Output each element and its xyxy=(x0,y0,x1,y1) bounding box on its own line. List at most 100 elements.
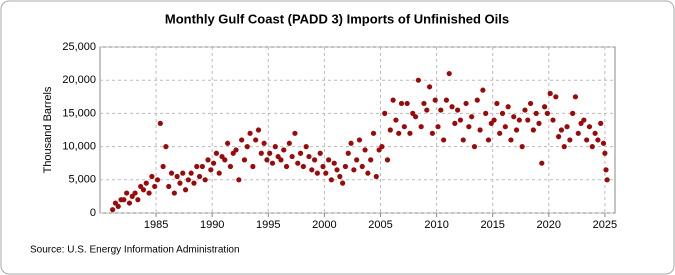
data-point xyxy=(334,167,340,173)
data-point xyxy=(188,170,194,176)
data-point xyxy=(272,144,278,150)
data-point xyxy=(283,163,290,170)
x-tick-label: 2020 xyxy=(537,219,561,231)
data-point xyxy=(544,110,550,116)
data-point xyxy=(289,153,295,160)
data-point xyxy=(345,150,351,156)
data-point xyxy=(143,180,149,186)
data-point xyxy=(477,127,483,133)
data-point xyxy=(536,120,542,126)
data-point xyxy=(300,163,306,170)
data-point xyxy=(255,127,262,133)
data-point xyxy=(435,124,441,130)
data-point xyxy=(281,147,287,153)
data-point xyxy=(154,177,161,183)
data-point xyxy=(508,137,514,143)
data-point xyxy=(320,163,326,170)
data-point xyxy=(382,110,388,116)
data-point xyxy=(502,124,508,130)
data-point xyxy=(124,190,130,196)
data-point xyxy=(452,120,458,126)
data-point xyxy=(396,130,402,136)
data-point xyxy=(244,144,250,150)
data-point xyxy=(407,130,413,136)
data-point xyxy=(539,160,545,166)
data-point xyxy=(351,167,357,173)
data-point xyxy=(561,144,567,150)
data-point xyxy=(152,183,158,190)
data-point xyxy=(199,163,205,170)
data-point xyxy=(553,94,559,100)
data-point xyxy=(348,140,354,146)
y-tick-label: 5,000 xyxy=(68,174,96,186)
data-point xyxy=(592,130,598,136)
data-point xyxy=(278,157,284,163)
data-point xyxy=(132,190,138,196)
data-point xyxy=(602,150,608,156)
data-point xyxy=(306,153,312,160)
data-point xyxy=(533,110,539,116)
data-point xyxy=(474,97,480,103)
data-point xyxy=(455,107,461,113)
data-point xyxy=(572,94,579,100)
data-point xyxy=(297,150,304,156)
data-point xyxy=(522,107,528,113)
x-tick-label: 2015 xyxy=(480,219,504,231)
data-point xyxy=(163,144,169,150)
data-point xyxy=(558,127,565,133)
data-point xyxy=(564,124,570,130)
data-point xyxy=(211,160,217,166)
data-point xyxy=(589,144,595,150)
data-point xyxy=(412,114,419,120)
data-point xyxy=(241,157,248,163)
data-point xyxy=(309,167,315,173)
data-point xyxy=(180,170,186,176)
data-point xyxy=(432,97,438,103)
data-point xyxy=(511,114,517,120)
data-point xyxy=(384,157,391,163)
data-point xyxy=(429,130,435,136)
data-point xyxy=(581,117,587,123)
data-point xyxy=(326,157,332,163)
data-point xyxy=(194,163,200,170)
data-point xyxy=(598,120,604,126)
data-point xyxy=(446,70,452,77)
data-point xyxy=(600,140,607,146)
data-point xyxy=(160,163,166,170)
data-point xyxy=(328,177,335,183)
data-point xyxy=(253,137,259,143)
y-tick-label: 25,000 xyxy=(62,41,96,53)
data-point xyxy=(354,157,360,163)
data-point xyxy=(497,130,503,136)
data-point xyxy=(121,197,127,203)
data-point xyxy=(530,127,536,133)
data-point xyxy=(586,124,593,130)
data-point xyxy=(603,167,609,173)
data-point xyxy=(471,144,478,150)
data-point xyxy=(208,167,214,173)
data-point xyxy=(264,157,270,163)
x-tick-label: 2000 xyxy=(312,219,336,231)
y-axis-label: Thousand Barrels xyxy=(42,86,54,173)
data-point xyxy=(469,114,475,120)
data-point xyxy=(191,180,197,186)
data-point xyxy=(373,173,379,180)
data-point xyxy=(216,170,222,176)
data-point xyxy=(166,183,172,190)
data-point xyxy=(239,137,245,143)
data-point xyxy=(491,117,497,123)
source-note: Source: U.S. Energy Information Administ… xyxy=(30,245,240,256)
data-point xyxy=(421,100,427,107)
data-point xyxy=(370,130,377,136)
x-tick-label: 1990 xyxy=(200,219,224,231)
x-tick-label: 1995 xyxy=(256,219,280,231)
data-point xyxy=(196,173,203,180)
data-point xyxy=(368,157,374,163)
x-tick-label: 2025 xyxy=(593,219,617,231)
data-point xyxy=(233,147,239,153)
data-point xyxy=(527,100,534,107)
data-point xyxy=(331,160,337,166)
data-point xyxy=(213,150,220,156)
data-point xyxy=(567,137,573,143)
